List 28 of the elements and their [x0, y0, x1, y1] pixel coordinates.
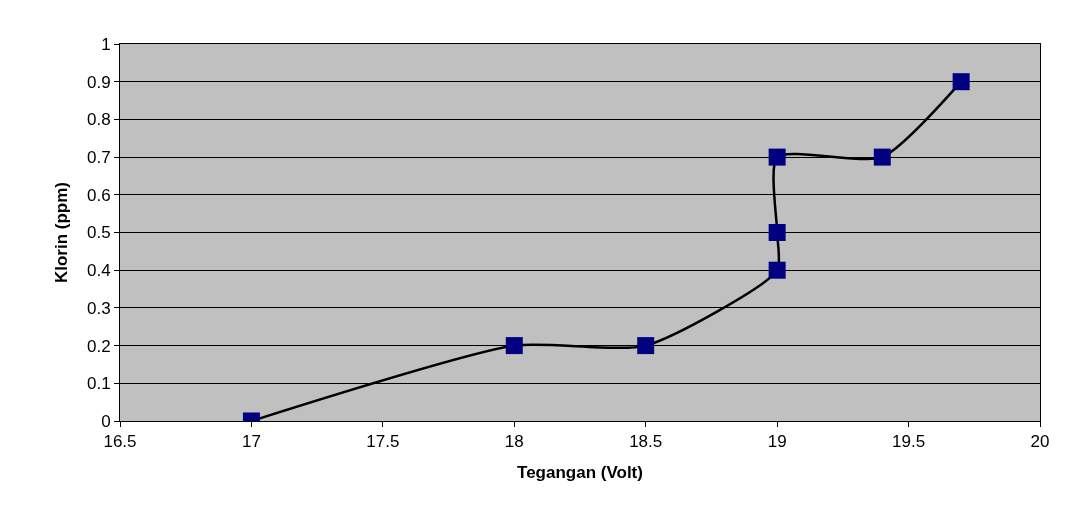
y-tick-label: 0 [101, 411, 111, 431]
y-tick-label: 0.2 [86, 336, 111, 356]
point [768, 261, 786, 279]
y-tick-label: 0.5 [86, 223, 111, 243]
x-tick-label: 18 [504, 432, 524, 452]
x-tick-label: 17 [241, 432, 261, 452]
x-tick-label: 20 [1030, 432, 1050, 452]
y-tick-label: 0.4 [86, 261, 111, 281]
y-tick-label: 0.7 [86, 148, 111, 168]
point [873, 148, 891, 166]
y-tick-label: 0.6 [86, 185, 111, 205]
y-tick-label: 0.3 [86, 298, 111, 318]
y-axis-title: Klorin (ppm) [51, 181, 71, 284]
point [768, 148, 786, 166]
y-tick-label: 0.1 [86, 374, 111, 394]
point [952, 73, 970, 91]
y-tick-label: 1 [101, 34, 111, 54]
point [637, 337, 655, 355]
x-tick-label: 19.5 [892, 432, 926, 452]
x-axis-title: Tegangan (Volt) [517, 462, 643, 482]
x-tick-label: 18.5 [629, 432, 663, 452]
y-tick-label: 0.8 [86, 110, 111, 130]
point [768, 224, 786, 241]
point [505, 337, 523, 355]
x-tick-label: 19 [767, 432, 787, 452]
x-tick-label: 16.5 [103, 432, 137, 452]
x-tick-label: 17.5 [366, 432, 400, 452]
y-tick-label: 0.9 [86, 72, 111, 92]
